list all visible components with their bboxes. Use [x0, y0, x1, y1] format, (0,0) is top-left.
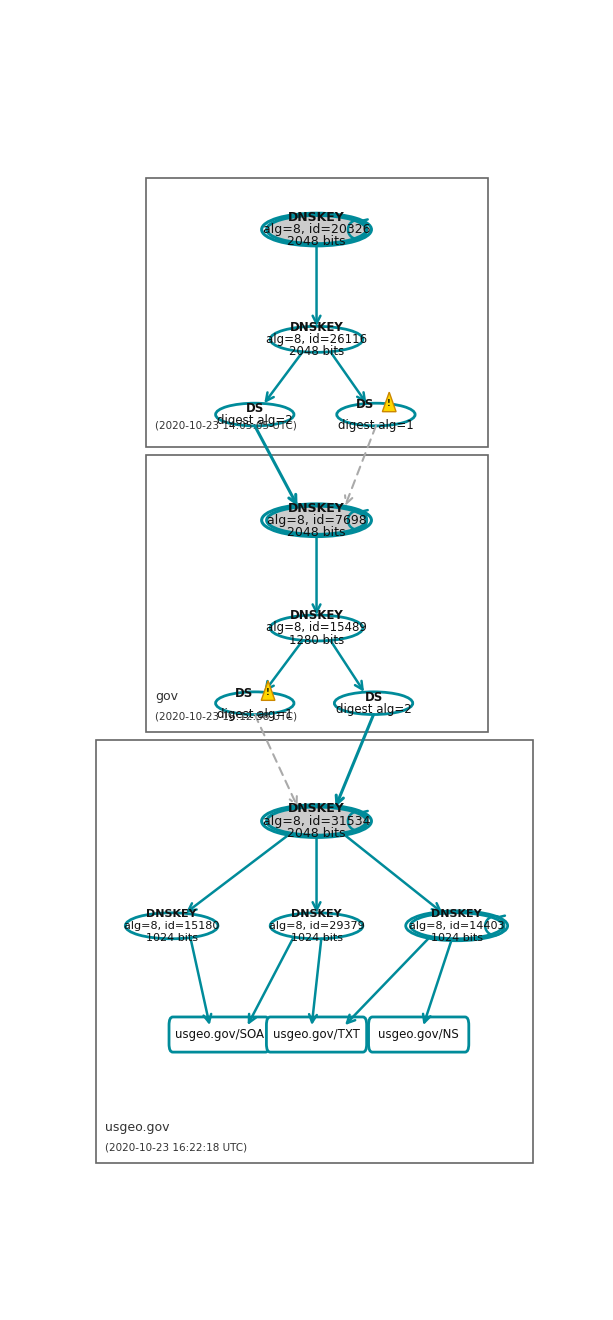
Ellipse shape	[216, 403, 294, 426]
Text: !: !	[387, 399, 391, 408]
Text: gov: gov	[155, 690, 178, 704]
Text: DNSKEY: DNSKEY	[432, 908, 482, 919]
Polygon shape	[261, 681, 275, 701]
Text: alg=8, id=29379: alg=8, id=29379	[268, 921, 364, 931]
Text: alg=8, id=31534: alg=8, id=31534	[263, 814, 370, 828]
Ellipse shape	[125, 913, 218, 939]
Text: usgeo.gov/SOA: usgeo.gov/SOA	[175, 1028, 264, 1041]
Ellipse shape	[267, 215, 367, 244]
Ellipse shape	[267, 807, 367, 836]
Bar	[145, 455, 487, 731]
Text: digest alg=2: digest alg=2	[336, 702, 411, 715]
Bar	[96, 739, 533, 1163]
Text: (2020-10-23 16:12:58 UTC): (2020-10-23 16:12:58 UTC)	[155, 711, 297, 722]
FancyBboxPatch shape	[267, 1016, 367, 1052]
Text: DNSKEY: DNSKEY	[290, 321, 343, 334]
Text: DS: DS	[356, 397, 375, 411]
Ellipse shape	[270, 326, 363, 352]
Text: 1280 bits: 1280 bits	[289, 634, 344, 647]
Ellipse shape	[267, 506, 367, 535]
Text: usgeo.gov/NS: usgeo.gov/NS	[378, 1028, 459, 1041]
Text: alg=8, id=15180: alg=8, id=15180	[124, 921, 219, 931]
Text: 1024 bits: 1024 bits	[291, 933, 343, 942]
Text: (2020-10-23 14:05:05 UTC): (2020-10-23 14:05:05 UTC)	[155, 421, 297, 430]
Text: DNSKEY: DNSKEY	[291, 908, 342, 919]
Text: usgeo.gov/TXT: usgeo.gov/TXT	[273, 1028, 360, 1041]
Polygon shape	[383, 392, 396, 412]
Text: 1024 bits: 1024 bits	[146, 933, 197, 942]
Text: alg=8, id=26116: alg=8, id=26116	[266, 333, 367, 346]
Text: 1024 bits: 1024 bits	[431, 933, 482, 942]
Text: 2048 bits: 2048 bits	[287, 235, 346, 248]
Ellipse shape	[216, 692, 294, 714]
Text: DNSKEY: DNSKEY	[290, 610, 343, 622]
Ellipse shape	[337, 403, 415, 426]
Text: digest alg=2: digest alg=2	[217, 414, 292, 428]
Text: (2020-10-23 16:22:18 UTC): (2020-10-23 16:22:18 UTC)	[105, 1142, 247, 1152]
Text: alg=8, id=20326: alg=8, id=20326	[263, 223, 370, 236]
Text: alg=8, id=15489: alg=8, id=15489	[266, 622, 367, 635]
Text: digest alg=1: digest alg=1	[338, 420, 414, 432]
FancyBboxPatch shape	[169, 1016, 269, 1052]
Text: 2048 bits: 2048 bits	[287, 826, 346, 840]
Text: alg=8, id=14403: alg=8, id=14403	[409, 921, 504, 931]
Text: DS: DS	[246, 401, 264, 414]
Text: usgeo.gov: usgeo.gov	[105, 1121, 170, 1134]
Text: DS: DS	[364, 690, 383, 704]
Ellipse shape	[270, 913, 363, 939]
Ellipse shape	[410, 913, 503, 939]
Text: digest alg=1: digest alg=1	[217, 708, 292, 721]
Text: 2048 bits: 2048 bits	[289, 345, 344, 358]
Text: DNSKEY: DNSKEY	[288, 803, 345, 816]
Text: DNSKEY: DNSKEY	[288, 502, 345, 515]
Text: DNSKEY: DNSKEY	[288, 211, 345, 224]
Text: DNSKEY: DNSKEY	[147, 908, 197, 919]
Ellipse shape	[270, 615, 363, 642]
Text: alg=8, id=7698: alg=8, id=7698	[267, 513, 367, 527]
Ellipse shape	[334, 692, 413, 714]
Text: DS: DS	[235, 686, 253, 700]
FancyBboxPatch shape	[368, 1016, 469, 1052]
Text: !: !	[266, 688, 270, 697]
Text: 2048 bits: 2048 bits	[287, 525, 346, 539]
Bar	[145, 178, 487, 447]
